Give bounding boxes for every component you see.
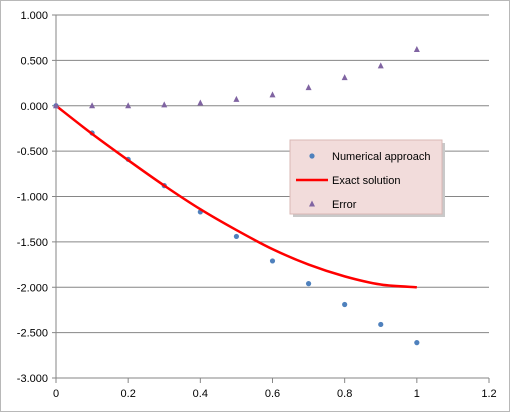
x-tick-label: 0 <box>53 388 59 400</box>
legend-box <box>289 139 443 215</box>
data-point-error <box>377 62 384 69</box>
data-point-error <box>341 74 348 81</box>
data-point-numerical <box>378 321 384 328</box>
legend-label: Exact solution <box>332 175 400 187</box>
legend: Numerical approach Exact solution Error <box>289 139 445 217</box>
data-point-numerical <box>233 233 240 240</box>
y-tick-label: 0.500 <box>20 55 48 67</box>
legend-key-numerical <box>309 153 315 159</box>
data-point-error <box>89 102 96 109</box>
data-point-error <box>233 95 240 102</box>
data-point-error <box>269 91 276 98</box>
x-tick-label: 0.4 <box>193 388 208 400</box>
data-point-numerical <box>305 281 312 287</box>
data-point-error <box>413 45 420 52</box>
legend-key-error <box>309 200 315 207</box>
data-point-numerical <box>414 340 420 346</box>
y-tick-label: 0.000 <box>20 101 48 113</box>
y-tick-label: -1.500 <box>17 237 48 249</box>
data-point-error <box>305 84 312 91</box>
data-point-error <box>161 101 168 108</box>
x-tick-label: 0.8 <box>337 388 352 400</box>
x-tick-label: 1 <box>414 388 420 400</box>
data-point-error <box>53 102 59 109</box>
data-point-numerical <box>342 301 348 308</box>
series-line-exact-solution <box>55 104 417 289</box>
y-tick-label: -1.000 <box>17 192 48 204</box>
y-tick-label: -0.500 <box>17 146 48 158</box>
y-tick-label: -2.000 <box>17 282 48 294</box>
legend-label: Error <box>332 199 357 211</box>
x-tick-label: 0.2 <box>121 388 136 400</box>
y-tick-label: 1.000 <box>20 10 48 22</box>
data-point-error <box>125 102 132 109</box>
data-point-error <box>197 99 204 106</box>
x-tick-label: 0.6 <box>265 388 280 400</box>
legend-label: Numerical approach <box>332 151 430 163</box>
y-tick-label: -2.500 <box>17 328 48 340</box>
y-tick-label: -3.000 <box>17 373 48 385</box>
x-tick-label: 1.2 <box>481 388 496 400</box>
data-point-numerical <box>269 258 276 264</box>
